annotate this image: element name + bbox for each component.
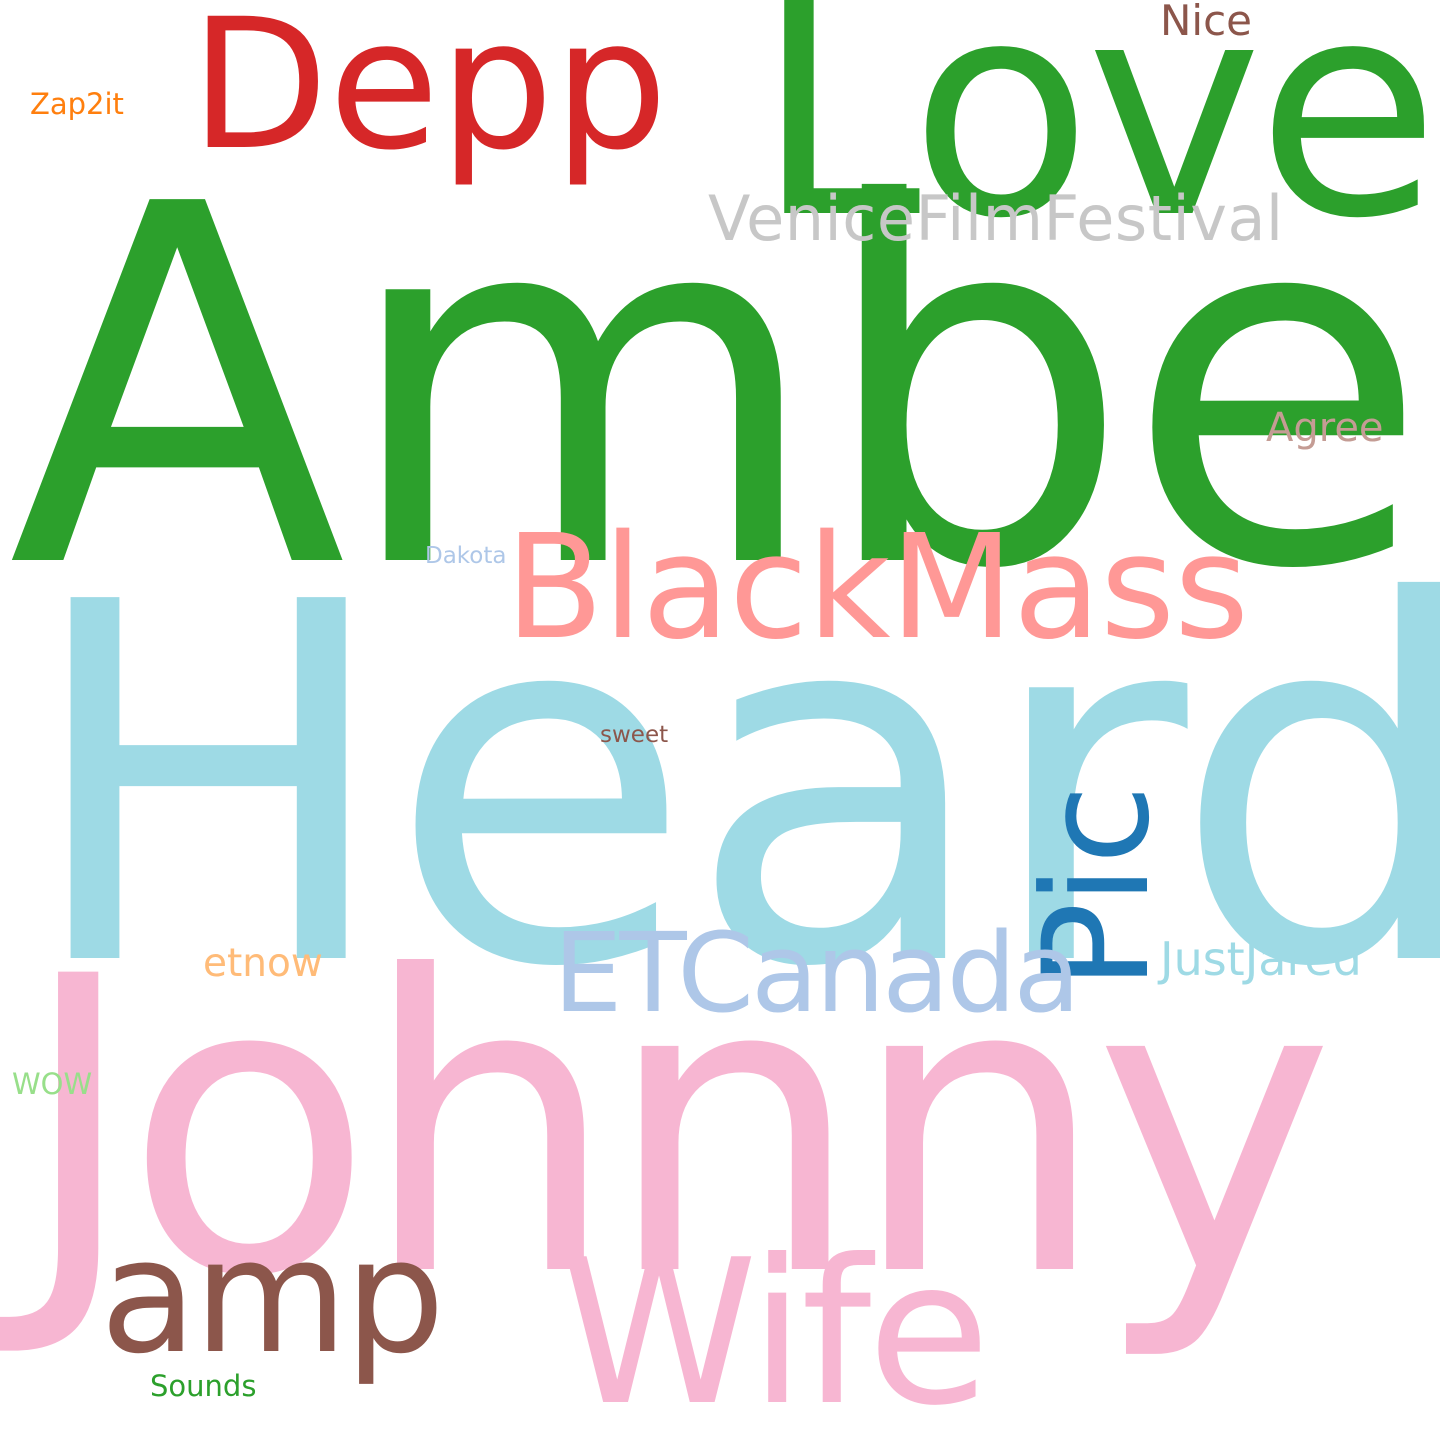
word-amber: Amber [8,101,1440,677]
word-amp: amp [100,1205,445,1389]
word-zap2it: Zap2it [30,87,124,121]
word-love: Love [755,0,1440,284]
word-sweet: sweet [600,722,669,748]
word-depp: Depp [190,0,668,190]
word-etnow: etnow [203,941,323,986]
word-etcanada: ETCanada [553,909,1081,1037]
word-sounds: Sounds [150,1369,257,1403]
word-dakota: Dakota [425,543,507,569]
word-wife: Wife [560,1217,990,1440]
word-blackmass: BlackMass [505,503,1249,671]
word-wow: WOW [12,1067,93,1101]
word-venicefilmfestival: VeniceFilmFestival [708,182,1284,255]
word-agree: Agree [1266,405,1384,451]
word-justjared: JustJared [1160,932,1362,986]
word-johnny: Johnny [18,891,1335,1366]
word-heard: Heard [22,499,1440,1075]
word-nice: Nice [1160,0,1253,45]
